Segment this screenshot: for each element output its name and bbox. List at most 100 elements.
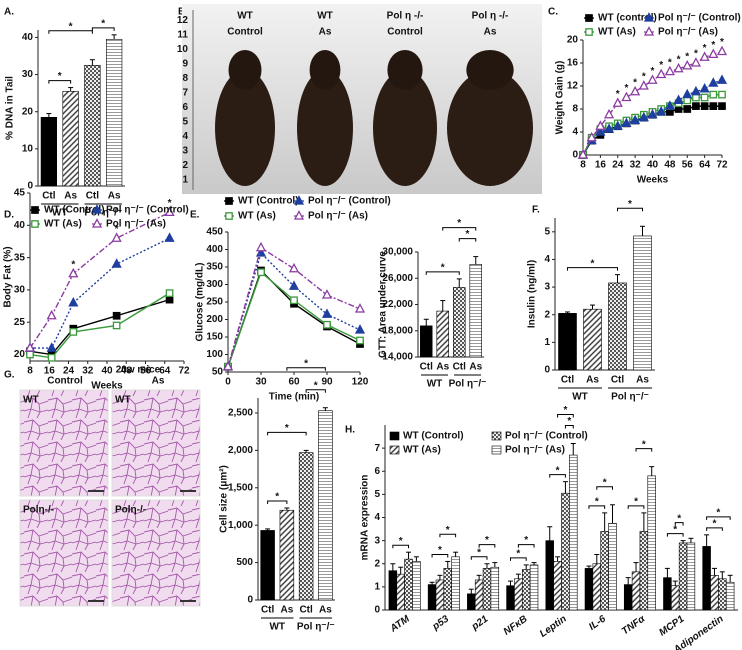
y-tick-label: 0: [247, 595, 253, 606]
marker: [290, 296, 298, 305]
y-tick-label: 6: [374, 466, 380, 477]
y-tick-label: 25: [14, 317, 26, 328]
bar: [279, 509, 295, 601]
bar: [584, 568, 594, 611]
bar: [569, 454, 578, 611]
x-tick-label: As: [436, 362, 449, 373]
significance: *: [642, 439, 646, 450]
y-tick-label: 450: [206, 227, 223, 238]
y-tick-label: 2,000: [228, 445, 253, 456]
bar: [545, 540, 554, 611]
x-tick-label: Ctl: [420, 362, 434, 373]
marker: [165, 289, 174, 298]
bar: [40, 116, 58, 187]
y-tick-label: 2: [374, 558, 380, 569]
y-tick-label: 40: [14, 220, 26, 231]
y-axis-label: Cell size (μm²): [219, 465, 230, 533]
bar: [490, 566, 500, 611]
significance: *: [314, 380, 318, 391]
y-axis-label: Weight Gain (g): [555, 61, 566, 135]
image-label: As: [152, 376, 165, 387]
legend-label: Pol η⁻/⁻ (As): [505, 445, 565, 456]
marker: [68, 267, 79, 278]
ruler-label: 10: [177, 44, 189, 55]
panel-letter: E.: [190, 210, 200, 221]
group-label: WT: [52, 208, 68, 219]
y-tick-label: 5: [544, 226, 550, 237]
bar: [412, 561, 421, 611]
y-tick-label: 50: [212, 367, 224, 378]
x-tick-label: IL-6: [587, 613, 608, 632]
bracket: [267, 431, 307, 436]
bar: [482, 568, 492, 611]
significance: *: [642, 72, 646, 83]
marker: [709, 90, 718, 99]
bar: [710, 575, 719, 611]
marker: [46, 309, 57, 320]
x-tick-label: TNFα: [620, 613, 648, 637]
x-tick-label: 8: [580, 160, 586, 171]
bar: [62, 90, 79, 187]
bracket: [706, 527, 723, 531]
marker: [293, 210, 305, 220]
y-tick-label: 350: [206, 262, 223, 273]
marker: [91, 218, 103, 228]
marker: [690, 85, 702, 96]
marker: [603, 108, 615, 119]
y-tick-label: 26,000: [382, 273, 413, 284]
legend-swatch: [491, 445, 502, 455]
marker: [257, 268, 265, 277]
x-tick-label: 48: [664, 160, 676, 171]
bar: [427, 584, 437, 611]
significance: *: [563, 405, 567, 416]
marker: [709, 102, 718, 110]
marker: [595, 120, 606, 130]
y-tick-label: 100: [206, 349, 223, 360]
x-tick-label: Ctl: [86, 191, 100, 202]
significance: *: [703, 43, 707, 54]
bracket: [635, 448, 653, 452]
bar: [396, 573, 405, 611]
y-tick-label: 8: [572, 104, 578, 115]
marker: [690, 57, 702, 67]
marker: [321, 289, 333, 299]
mouse-body: [447, 70, 533, 186]
marker: [692, 102, 700, 110]
legend-swatch: [389, 431, 400, 441]
marker: [700, 93, 709, 102]
marker: [682, 59, 693, 70]
significance: *: [668, 57, 672, 68]
legend-label: WT (control): [598, 13, 657, 24]
marker: [91, 204, 103, 214]
significance: *: [101, 18, 105, 29]
x-tick-label: 56: [682, 160, 694, 171]
scale-bar: [180, 600, 196, 602]
bar: [639, 531, 649, 611]
marker: [165, 295, 174, 304]
y-tick-label: 4: [544, 254, 550, 265]
y-tick-label: 16: [567, 58, 579, 69]
bar: [600, 531, 609, 611]
x-tick-label: MCP1: [657, 613, 686, 638]
mouse-label: WT: [317, 11, 333, 22]
bar: [583, 308, 602, 371]
x-tick-label: As: [319, 605, 332, 616]
significance: *: [603, 477, 607, 488]
mouse-label: Control: [387, 27, 423, 38]
x-axis-label: Weeks: [91, 381, 123, 392]
marker: [656, 68, 667, 79]
marker: [621, 117, 632, 128]
marker: [682, 88, 693, 99]
marker: [586, 131, 597, 142]
x-tick-label: Ctl: [299, 605, 313, 616]
bracket: [470, 556, 488, 560]
micrograph: [111, 499, 201, 607]
bar: [474, 579, 484, 611]
x-tick-label: As: [636, 375, 649, 386]
bar: [469, 264, 482, 358]
y-tick-label: 40: [22, 32, 34, 43]
x-tick-label: As: [108, 191, 121, 202]
marker: [643, 26, 655, 36]
series-line: [227, 246, 361, 367]
x-tick-label: 72: [716, 160, 728, 171]
